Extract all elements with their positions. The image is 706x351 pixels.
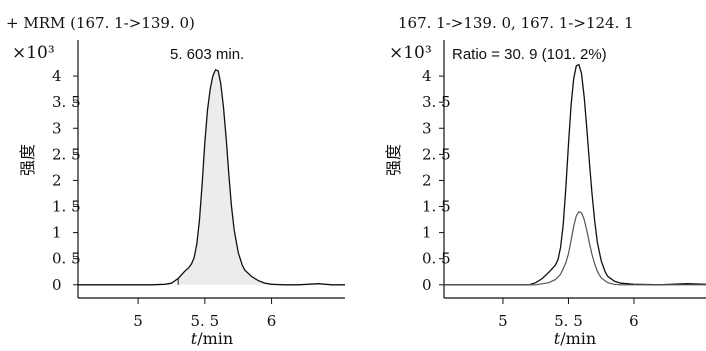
- chart-title: + MRM (167. 1->139. 0): [6, 14, 195, 32]
- chart-title: 167. 1->139. 0, 167. 1->124. 1: [398, 14, 634, 32]
- series-line-1: [444, 63, 706, 286]
- series-line-2: [444, 210, 706, 286]
- y-tick-label: 2: [422, 171, 432, 189]
- y-tick-label: 3. 5: [422, 93, 451, 111]
- x-tick-label: 5: [133, 312, 143, 330]
- y-tick-label: 3. 5: [52, 93, 81, 111]
- x-tick-label: 6: [629, 312, 639, 330]
- plot-area: 0 0. 5 1 1. 5 2 2. 5 3 3. 5 4 5 5. 5 6: [52, 40, 345, 330]
- x-tick-label: 5: [498, 312, 508, 330]
- y-tick-label: 3: [422, 119, 432, 137]
- y-tick-label: 1: [422, 224, 432, 242]
- y-tick-label: 1. 5: [422, 198, 451, 216]
- x-tick-label: 5. 5: [191, 312, 220, 330]
- y-axis-label: 强度: [384, 144, 403, 176]
- multiplier-label: ×10³: [12, 43, 55, 63]
- y-axis-label: 强度: [18, 144, 37, 176]
- y-tick-label: 0. 5: [422, 250, 451, 268]
- y-tick-label: 0: [52, 276, 62, 294]
- y-tick-label: 2: [52, 171, 62, 189]
- multiplier-label: ×10³: [389, 43, 432, 63]
- y-tick-label: 2. 5: [422, 145, 451, 163]
- y-tick-label: 2. 5: [52, 145, 81, 163]
- plot-area: 0 0. 5 1 1. 5 2 2. 5 3 3. 5 4 5 5. 5 6: [422, 40, 706, 330]
- y-tick-label: 0. 5: [52, 250, 81, 268]
- series-line-1: [78, 68, 345, 286]
- y-tick-label: 1. 5: [52, 198, 81, 216]
- y-tick-label: 4: [52, 67, 62, 85]
- x-tick-label: 6: [267, 312, 277, 330]
- x-axis-label: t/min: [191, 329, 233, 348]
- x-axis-label: t/min: [554, 329, 596, 348]
- ratio-annotation: Ratio = 30. 9 (101. 2%): [452, 46, 607, 63]
- y-tick-label: 1: [52, 224, 62, 242]
- peak-annotation: 5. 603 min.: [170, 46, 244, 63]
- y-tick-label: 4: [422, 67, 432, 85]
- x-tick-label: 5. 5: [554, 312, 583, 330]
- chart-panel-right: 167. 1->139. 0, 167. 1->124. 1 ×10³ Rati…: [384, 14, 706, 348]
- chart-panel-left: + MRM (167. 1->139. 0) ×10³ 5. 603 min. …: [6, 14, 345, 348]
- integrated-peak-area: [178, 69, 265, 285]
- y-tick-label: 3: [52, 119, 62, 137]
- y-tick-label: 0: [422, 276, 432, 294]
